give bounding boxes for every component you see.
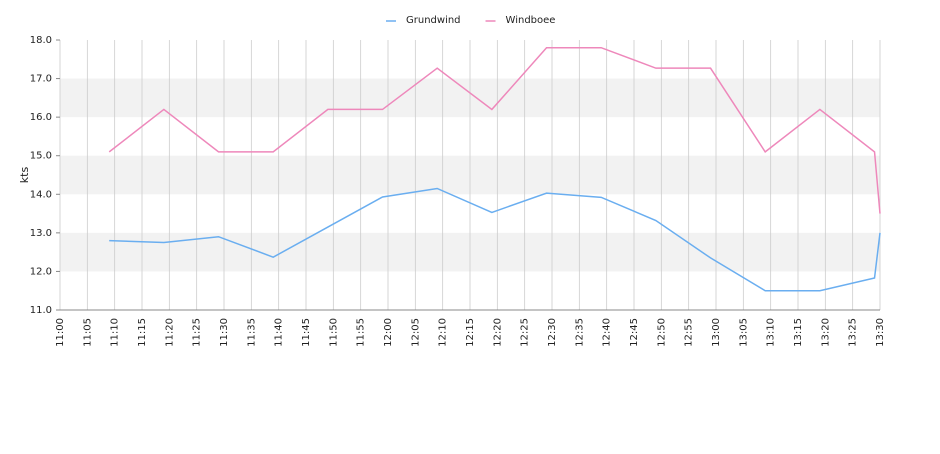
y-tick-label: 12.0 [30, 266, 52, 277]
x-tick-label: 12:15 [465, 318, 476, 347]
x-tick-label: 13:10 [766, 318, 777, 347]
x-tick-label: 11:50 [328, 318, 339, 347]
x-tick-label: 12:35 [574, 318, 585, 347]
series-line [109, 187, 881, 292]
y-tick-label: 18.0 [30, 35, 52, 46]
legend-label: Windboee [506, 15, 556, 26]
x-tick-label: 11:15 [137, 318, 148, 347]
x-tick-label: 12:45 [629, 318, 640, 347]
x-tick-label: 11:35 [246, 318, 257, 347]
y-tick-label: 15.0 [30, 151, 52, 162]
x-tick-label: 12:00 [383, 318, 394, 347]
x-tick-label: 12:10 [438, 318, 449, 347]
x-tick-label: 13:00 [711, 318, 722, 347]
x-tick-label: 12:30 [547, 318, 558, 347]
x-tick-label: 11:40 [274, 318, 285, 347]
x-tick-label: 11:30 [219, 318, 230, 347]
y-tick-label: 14.0 [30, 189, 52, 200]
x-tick-label: 13:25 [848, 318, 859, 347]
y-tick-label: 13.0 [30, 228, 52, 239]
x-tick-label: 11:55 [356, 318, 367, 347]
x-tick-label: 12:55 [684, 318, 695, 347]
x-tick-label: 13:30 [875, 318, 886, 347]
x-tick-label: 11:05 [82, 318, 93, 347]
y-tick-label: 11.0 [30, 305, 52, 316]
y-tick-label: 16.0 [30, 112, 52, 123]
y-tick-label: 17.0 [30, 74, 52, 85]
x-tick-label: 13:20 [820, 318, 831, 347]
x-tick-label: 13:05 [738, 318, 749, 347]
x-tick-label: 11:45 [301, 318, 312, 347]
x-tick-label: 12:40 [602, 318, 613, 347]
x-tick-label: 11:25 [192, 318, 203, 347]
x-tick-label: 12:25 [520, 318, 531, 347]
y-axis-label: kts [18, 167, 31, 184]
x-tick-label: 11:10 [110, 318, 121, 347]
x-tick-label: 12:20 [492, 318, 503, 347]
legend-label: Grundwind [406, 15, 461, 26]
x-tick-label: 11:20 [164, 318, 175, 347]
x-tick-label: 11:00 [55, 318, 66, 347]
x-tick-label: 12:05 [410, 318, 421, 347]
series-line [108, 46, 881, 214]
x-tick-label: 13:15 [793, 318, 804, 347]
x-tick-label: 12:50 [656, 318, 667, 347]
